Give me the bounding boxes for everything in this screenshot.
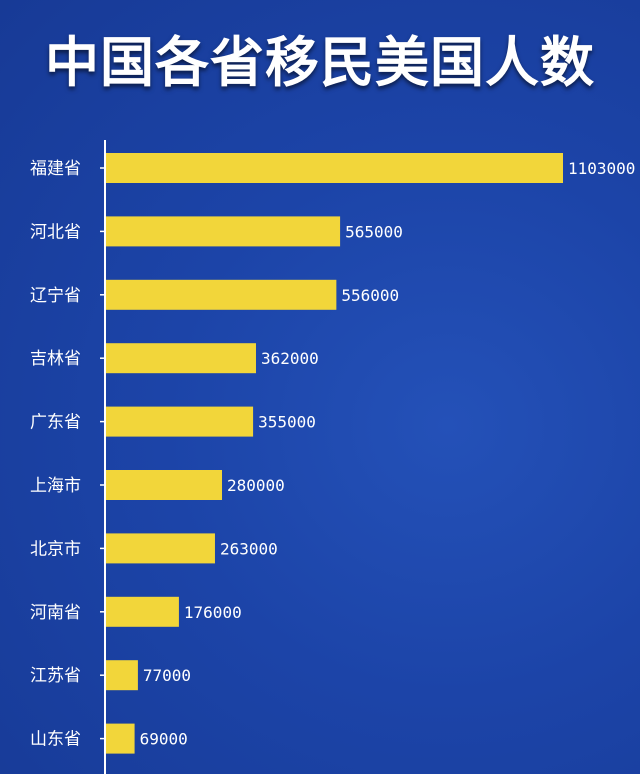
value-label: 355000 [258, 413, 316, 432]
category-label: 江苏省 [30, 666, 81, 686]
value-label: 77000 [143, 666, 191, 685]
category-label: 山东省 [30, 730, 81, 750]
value-label: 176000 [184, 603, 242, 622]
bar [106, 470, 223, 500]
bar [106, 216, 341, 247]
bar [106, 406, 254, 437]
category-label: 广东省 [30, 413, 81, 433]
bar [106, 723, 135, 754]
value-label: 362000 [261, 349, 319, 368]
bar [106, 153, 563, 183]
value-label: 1103000 [568, 159, 635, 178]
category-label: 福建省 [30, 159, 81, 179]
chart-title: 中国各省移民美国人数 [45, 31, 595, 94]
category-label: 河北省 [30, 222, 81, 242]
value-label: 280000 [227, 476, 285, 495]
bar [106, 533, 215, 564]
bar [106, 279, 337, 310]
value-label: 556000 [341, 286, 399, 305]
bar [106, 596, 179, 627]
bar [106, 343, 256, 374]
bar [106, 660, 138, 691]
value-label: 565000 [345, 222, 403, 241]
value-label: 263000 [220, 539, 278, 558]
value-label: 69000 [140, 730, 188, 749]
category-label: 北京市 [30, 539, 81, 559]
category-label: 吉林省 [30, 349, 81, 369]
category-label: 河南省 [30, 603, 81, 623]
category-label: 辽宁省 [30, 286, 81, 306]
category-label: 上海市 [30, 476, 81, 496]
